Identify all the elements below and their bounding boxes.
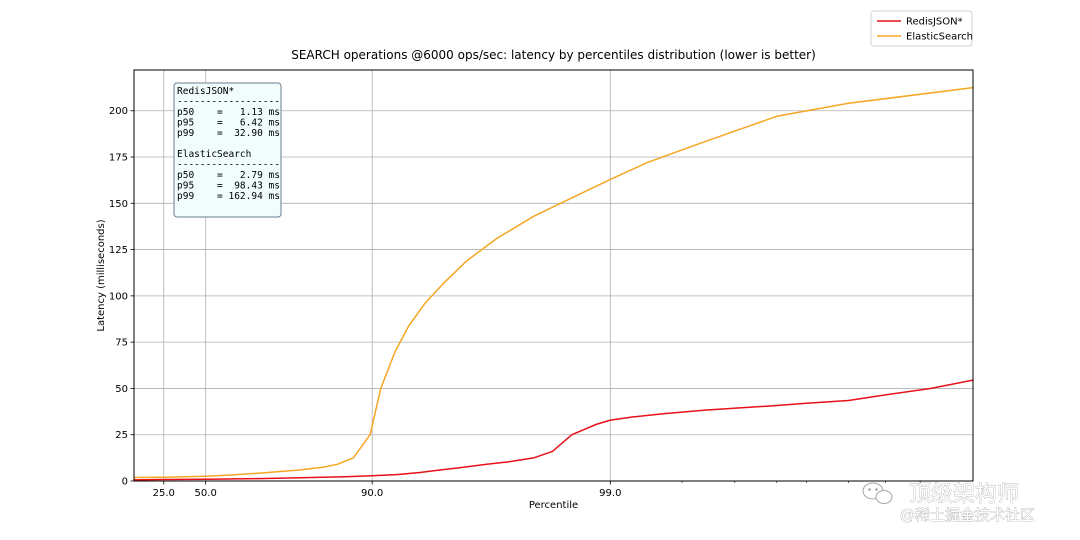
stats-line: p95 = 98.43 ms <box>177 181 280 192</box>
y-tick-label: 25 <box>115 430 128 441</box>
x-tick-label: 50.0 <box>195 488 217 499</box>
watermark-line-2: @稀土掘金技术社区 <box>900 506 1035 524</box>
y-tick-label: 0 <box>122 477 128 488</box>
stats-line: p99 = 162.94 ms <box>177 191 280 202</box>
chart-title: SEARCH operations @6000 ops/sec: latency… <box>291 48 816 62</box>
stats-line: ------------------ <box>177 160 280 171</box>
y-tick-label: 100 <box>109 291 128 302</box>
y-tick-label: 150 <box>109 199 128 210</box>
legend-label-elasticsearch: ElasticSearch <box>906 32 973 43</box>
y-tick-label: 175 <box>109 153 128 164</box>
y-tick-label: 125 <box>109 245 128 256</box>
stats-line: RedisJSON* <box>177 86 234 97</box>
series-line-elasticsearch <box>133 86 974 479</box>
watermark-line-1: 顶级架构师 <box>909 482 1019 507</box>
y-tick-label: 50 <box>115 384 128 395</box>
x-tick-label: 90.0 <box>361 488 383 499</box>
stats-line: p50 = 2.79 ms <box>177 170 280 181</box>
legend-label-redisjson: RedisJSON* <box>906 17 963 28</box>
plot-area-frame <box>133 69 974 482</box>
series-line-redisjson <box>133 379 974 481</box>
stats-line: p95 = 6.42 ms <box>177 118 280 129</box>
legend-box <box>870 10 973 47</box>
stats-box: RedisJSON* ------------------ p50 = 1.13… <box>173 82 282 218</box>
stats-line: p99 = 32.90 ms <box>177 128 280 139</box>
watermark: 顶级架构师 @稀土掘金技术社区 <box>862 482 1035 524</box>
x-tick-label: 25.0 <box>153 488 175 499</box>
y-axis-label: Latency (milliseconds) <box>96 219 107 331</box>
y-tick-label: 75 <box>115 338 128 349</box>
y-tick-label: 200 <box>109 106 128 117</box>
wechat-icon <box>862 482 893 504</box>
stats-line: ElasticSearch <box>177 149 251 160</box>
stats-line: ------------------ <box>177 97 280 108</box>
legend: RedisJSON* ElasticSearch <box>870 10 973 47</box>
stats-box-background <box>173 82 282 218</box>
axis-ticks: 0 25 50 75 100 125 150 175 200 25.0 50.0 90.0 99.0 <box>109 106 921 499</box>
stats-line: p50 = 1.13 ms <box>177 107 280 118</box>
series-lines <box>133 86 974 481</box>
x-axis-label: Percentile <box>529 500 578 511</box>
x-tick-label: 99.0 <box>599 488 621 499</box>
